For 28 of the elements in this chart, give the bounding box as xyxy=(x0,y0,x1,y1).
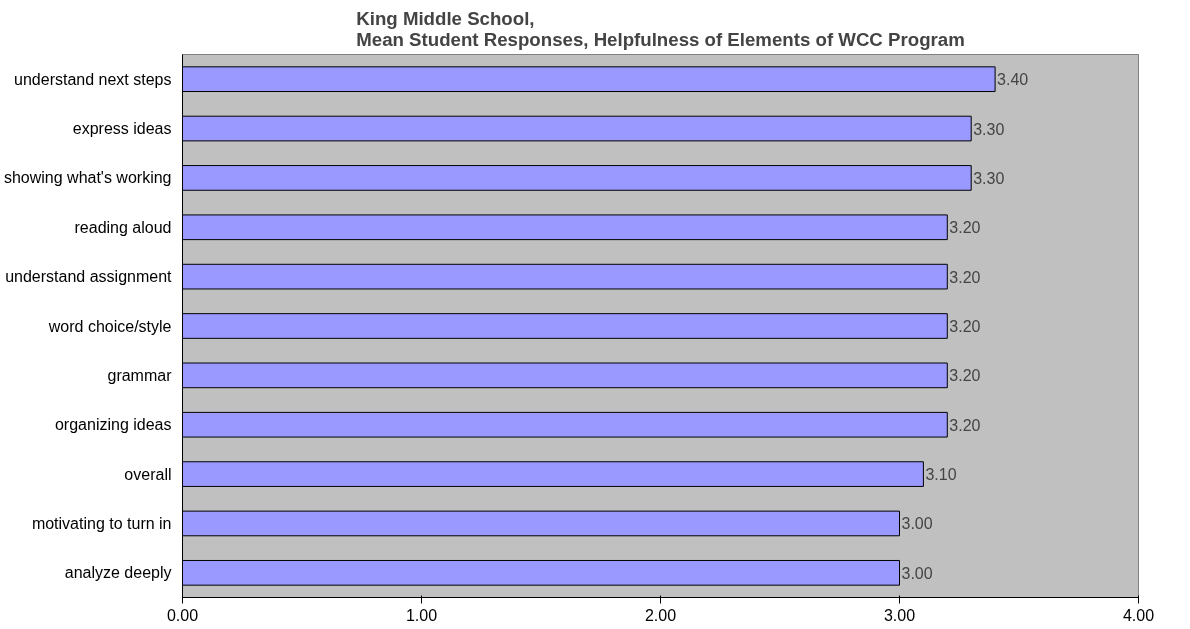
y-tick-label: overall xyxy=(124,465,172,483)
data-label: 3.30 xyxy=(973,120,1005,138)
data-label: 3.20 xyxy=(949,219,981,237)
data-label: 3.20 xyxy=(949,367,981,385)
y-tick-label: organizing ideas xyxy=(54,416,172,434)
data-label: 3.00 xyxy=(901,515,933,533)
data-label: 3.00 xyxy=(901,564,933,582)
x-tick-label: 3.00 xyxy=(883,606,916,624)
x-tick-label: 0.00 xyxy=(166,606,199,624)
y-tick-label: express ideas xyxy=(72,120,172,138)
y-tick-label: understand assignment xyxy=(5,268,173,286)
data-label: 3.20 xyxy=(949,268,981,286)
y-tick-label: grammar xyxy=(107,366,173,384)
data-label: 3.20 xyxy=(949,416,981,434)
y-tick-label: understand next steps xyxy=(14,70,172,88)
x-tick-label: 1.00 xyxy=(405,606,438,624)
x-tick-label: 2.00 xyxy=(644,606,677,624)
x-tick-label: 4.00 xyxy=(1122,606,1155,624)
chart-title: King Middle School, Mean Student Responses, Helpfulness of Elements of WCC Program xyxy=(356,7,965,50)
y-tick-label: showing what's working xyxy=(3,169,172,187)
y-tick-label: motivating to turn in xyxy=(31,514,172,532)
data-label: 3.20 xyxy=(949,318,981,335)
y-tick-label: reading aloud xyxy=(74,218,172,236)
data-label: 3.10 xyxy=(925,466,957,484)
y-tick-label: word choice/style xyxy=(47,317,172,335)
y-tick-label: analyze deeply xyxy=(64,564,172,582)
data-label: 3.30 xyxy=(973,169,1005,187)
data-label: 3.40 xyxy=(997,71,1029,89)
